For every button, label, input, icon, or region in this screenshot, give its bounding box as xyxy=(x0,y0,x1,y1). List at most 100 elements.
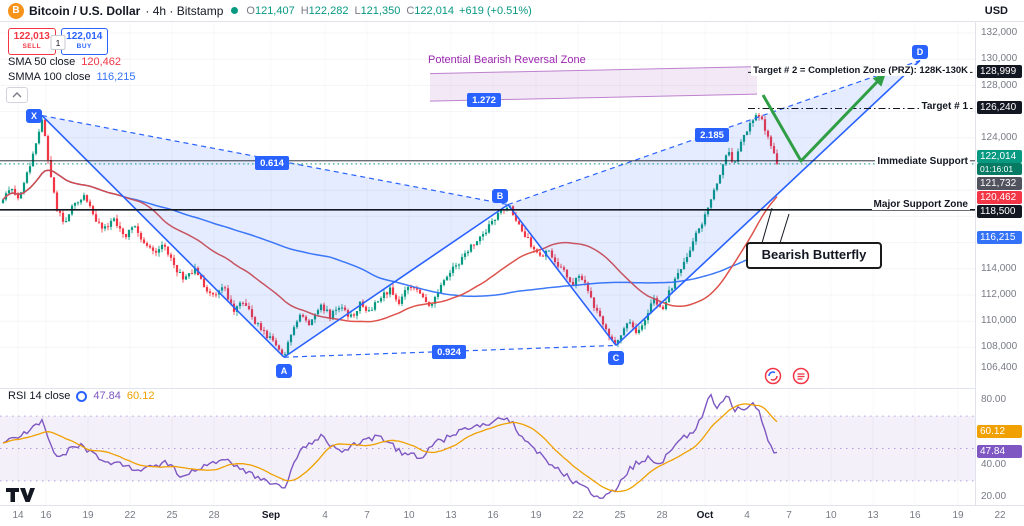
time-axis-label: 10 xyxy=(403,510,415,521)
time-axis-label: 28 xyxy=(208,510,220,521)
ohlc-close-value: 122,014 xyxy=(414,4,455,17)
rsi-badge: 47.84 xyxy=(977,445,1022,458)
smma100-name: SMMA 100 close xyxy=(8,71,91,83)
time-axis-label: 16 xyxy=(40,510,52,521)
symbol-meta[interactable]: · 4h · Bitstamp xyxy=(145,3,224,18)
price-chart[interactable] xyxy=(0,0,975,526)
sell-label: SELL xyxy=(22,43,42,51)
legend-sma50[interactable]: SMA 50 close 120,462 xyxy=(8,56,121,68)
rsi-name: RSI 14 close xyxy=(8,390,71,402)
bitcoin-icon: B xyxy=(8,2,24,19)
event-icon-economic[interactable] xyxy=(764,367,782,385)
time-axis-label: 16 xyxy=(487,510,499,521)
time-axis-label: Oct xyxy=(696,510,714,521)
spread-value: 1 xyxy=(50,35,66,50)
countdown-badge: 01:16:01 xyxy=(977,163,1022,175)
time-axis-label: 16 xyxy=(909,510,921,521)
price-axis-label: 108,000 xyxy=(981,341,1018,352)
sma50-badge: 120,462 xyxy=(977,191,1022,204)
time-axis[interactable]: 14 16 19 22 25 28 Sep 4 7 10 13 16 19 22 25 28 Oct 4 7 10 13… xyxy=(0,505,1024,526)
buy-label: BUY xyxy=(76,43,92,51)
pattern-point-d[interactable]: D xyxy=(912,44,928,59)
sma50-name: SMA 50 close xyxy=(8,56,76,68)
sell-button[interactable]: 122,013 SELL xyxy=(8,28,56,55)
chevron-up-icon xyxy=(12,92,22,98)
price-axis-label: 114,000 xyxy=(981,263,1017,274)
collapse-pane-button[interactable] xyxy=(6,87,28,103)
ohlc-high-value: 122,282 xyxy=(308,4,349,17)
price-axis-label: 110,000 xyxy=(981,315,1017,326)
legend-rsi[interactable]: RSI 14 close 47.84 60.12 xyxy=(8,390,154,402)
smma100-value: 116,215 xyxy=(96,71,136,83)
price-axis-label: 80.00 xyxy=(981,394,1007,405)
prz-price-badge: 128,999 xyxy=(977,65,1022,78)
ohlc-open-value: 121,407 xyxy=(254,4,295,17)
buy-button[interactable]: 122,014 BUY xyxy=(60,28,108,55)
tradingview-logo-icon[interactable] xyxy=(6,488,36,508)
price-axis-label: 128,000 xyxy=(981,80,1018,91)
immediate-support-label[interactable]: Immediate Support xyxy=(875,156,970,167)
price-axis[interactable]: 132,000 130,000 128,999 128,000 126,240 124,0… xyxy=(975,22,1024,505)
pattern-point-a[interactable]: A xyxy=(276,364,292,379)
target2-label[interactable]: Target # 2 = Completion Zone (PRZ): 128K… xyxy=(751,65,970,76)
currency-button[interactable]: USD xyxy=(984,4,1008,17)
time-axis-label: 19 xyxy=(952,510,964,521)
time-axis-label: 28 xyxy=(656,510,668,521)
price-axis-label: 130,000 xyxy=(981,53,1018,64)
price-axis-label: 132,000 xyxy=(981,27,1018,38)
time-axis-label: 13 xyxy=(867,510,879,521)
legend-smma100[interactable]: SMMA 100 close 116,215 xyxy=(8,71,136,83)
sell-price: 122,013 xyxy=(13,31,50,43)
time-axis-label: 25 xyxy=(614,510,626,521)
time-axis-label: 19 xyxy=(82,510,94,521)
fib-ratio-label[interactable]: 0.614 xyxy=(255,156,289,170)
gray-line-badge: 121,732 xyxy=(977,177,1022,190)
bearish-butterfly-callout[interactable]: Bearish Butterfly xyxy=(746,242,882,269)
time-axis-label: 4 xyxy=(744,510,750,521)
time-axis-label: Sep xyxy=(261,510,281,521)
time-axis-label: 7 xyxy=(786,510,792,521)
event-icon-news[interactable] xyxy=(792,367,810,385)
time-axis-label: 22 xyxy=(124,510,136,521)
time-axis-label: 4 xyxy=(322,510,328,521)
time-axis-label: 22 xyxy=(994,510,1006,521)
symbol-title[interactable]: Bitcoin / U.S. Dollar xyxy=(29,3,141,18)
price-axis-label: 106,400 xyxy=(981,362,1018,373)
smma100-badge: 116,215 xyxy=(977,231,1022,244)
trade-panel: 122,013 SELL 122,014 BUY 1 xyxy=(8,28,108,55)
price-axis-label: 112,000 xyxy=(981,289,1017,300)
pattern-point-b[interactable]: B xyxy=(492,188,508,203)
reversal-zone-label[interactable]: Potential Bearish Reversal Zone xyxy=(428,54,586,66)
price-axis-label: 124,000 xyxy=(981,132,1018,143)
change-value: +619 (+0.51%) xyxy=(459,4,532,17)
fib-ratio-label[interactable]: 0.924 xyxy=(432,345,466,359)
market-status-dot xyxy=(231,7,239,14)
time-axis-label: 22 xyxy=(572,510,584,521)
price-axis-label: 20.00 xyxy=(981,491,1007,502)
rsi-value: 47.84 xyxy=(93,390,121,402)
ohlc-row: O121,407 H122,282 L121,350 C122,014 xyxy=(246,5,454,17)
sma50-value: 120,462 xyxy=(81,56,122,68)
header: B Bitcoin / U.S. Dollar · 4h · Bitstamp … xyxy=(0,0,1024,22)
time-axis-label: 14 xyxy=(12,510,24,521)
ohlc-low-label: L xyxy=(354,4,361,17)
pattern-point-c[interactable]: C xyxy=(608,351,624,366)
target1-label[interactable]: Target # 1 xyxy=(919,101,970,112)
ohlc-close-label: C xyxy=(406,4,415,17)
time-axis-label: 7 xyxy=(364,510,370,521)
buy-price: 122,014 xyxy=(66,31,103,43)
major-support-badge: 118,500 xyxy=(977,205,1022,218)
time-axis-label: 13 xyxy=(445,510,457,521)
rsi-ma-value: 60.12 xyxy=(126,390,155,402)
pane-separator[interactable] xyxy=(0,388,1024,389)
fib-ratio-label[interactable]: 2.185 xyxy=(695,128,729,142)
pattern-point-x[interactable]: X xyxy=(26,108,42,123)
ohlc-open-label: O xyxy=(246,4,255,17)
target1-price-badge: 126,240 xyxy=(977,101,1022,114)
major-support-label[interactable]: Major Support Zone xyxy=(871,199,970,210)
ohlc-low-value: 121,350 xyxy=(360,4,401,17)
price-axis-label: 40.00 xyxy=(981,459,1007,470)
rsi-settings-icon[interactable] xyxy=(76,390,88,402)
fib-ratio-label[interactable]: 1.272 xyxy=(467,93,501,107)
